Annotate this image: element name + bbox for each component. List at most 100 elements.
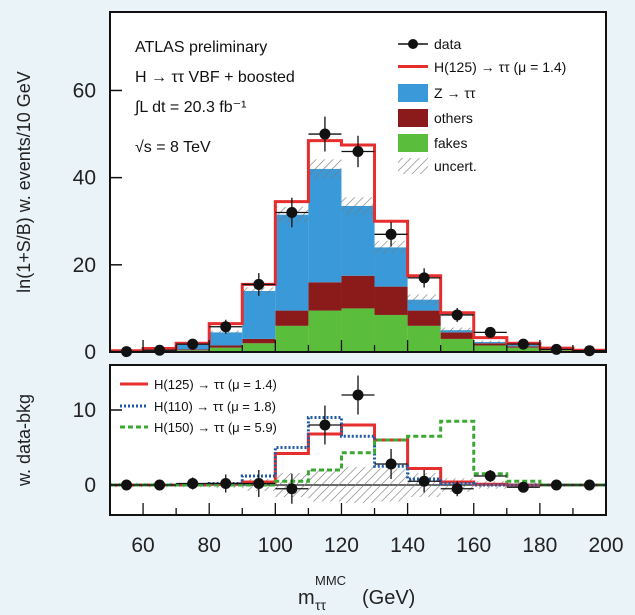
data-point bbox=[187, 338, 199, 350]
uncertainty-band-bin bbox=[440, 327, 474, 333]
uncertainty-band-bin bbox=[374, 240, 408, 254]
svg-text:MMC: MMC bbox=[315, 573, 346, 588]
legend-ztt-swatch bbox=[398, 84, 428, 102]
legend-h125-label: H(125) → ττ (μ = 1.4) bbox=[154, 377, 277, 392]
residual-point bbox=[319, 419, 331, 431]
residual-point bbox=[121, 479, 133, 491]
stack-bar-ztt bbox=[209, 332, 243, 346]
svg-text:(GeV): (GeV) bbox=[362, 587, 415, 609]
legend-data-label: data bbox=[434, 36, 461, 52]
residual-point bbox=[385, 458, 397, 470]
data-point bbox=[286, 207, 298, 219]
stack-bar-others bbox=[209, 345, 243, 348]
residual-point bbox=[451, 483, 463, 495]
legend-signal-label: H(125) → ττ (μ = 1.4) bbox=[434, 59, 566, 75]
h150-step-line bbox=[110, 419, 606, 487]
data-point bbox=[352, 145, 364, 157]
x-tick-label: 80 bbox=[198, 534, 221, 557]
residual-point bbox=[253, 478, 265, 489]
stack-bar-fakes bbox=[374, 314, 408, 352]
data-point bbox=[484, 326, 496, 338]
data-point bbox=[220, 321, 232, 333]
uncertainty-band-bin bbox=[341, 197, 375, 215]
data-point bbox=[154, 344, 166, 356]
legend-others-label: others bbox=[434, 110, 473, 126]
legend-uncert-label: uncert. bbox=[434, 158, 477, 174]
stack-bar-ztt bbox=[341, 205, 375, 276]
top-plot-frame bbox=[109, 11, 607, 353]
residual-point bbox=[352, 389, 364, 401]
data-point bbox=[253, 278, 265, 290]
legend-h110-label: H(110) → ττ (μ = 1.8) bbox=[154, 399, 276, 414]
data-point bbox=[550, 343, 562, 355]
residual-point bbox=[187, 478, 199, 489]
stack-bar-fakes bbox=[341, 308, 375, 352]
bottom-plot-marks bbox=[110, 375, 606, 504]
stack-bar-fakes bbox=[506, 347, 540, 352]
x-tick-label: 160 bbox=[456, 534, 491, 557]
stack-bar-ztt bbox=[308, 168, 342, 283]
data-point bbox=[418, 272, 430, 284]
stack-bar-fakes bbox=[242, 343, 276, 352]
lumi-label: ∫L dt = 20.3 fb⁻¹ bbox=[134, 99, 246, 116]
stack-bar-others bbox=[440, 332, 474, 339]
svg-text:m: m bbox=[298, 587, 315, 609]
top-legend: data H(125) → ττ (μ = 1.4) Z → ττ others… bbox=[398, 36, 566, 174]
residual-point bbox=[583, 479, 595, 491]
x-axis-label: m ττ MMC (GeV) bbox=[298, 573, 415, 613]
legend-ztt-label: Z → ττ bbox=[434, 85, 476, 101]
stack-bar-fakes bbox=[407, 325, 441, 352]
uncertainty-band-bin bbox=[473, 340, 507, 344]
top-y-tick-label: 60 bbox=[73, 79, 96, 102]
residual-point bbox=[220, 478, 232, 489]
top-y-tick-label: 0 bbox=[84, 341, 96, 364]
stack-bar-ztt bbox=[275, 214, 309, 311]
data-point bbox=[319, 128, 331, 140]
legend-uncert-swatch bbox=[398, 158, 428, 174]
top-y-tick-label: 40 bbox=[73, 167, 96, 190]
data-point bbox=[451, 309, 463, 321]
x-tick-label: 120 bbox=[324, 534, 359, 557]
residual-point bbox=[517, 481, 529, 493]
x-tick-label: 180 bbox=[522, 534, 557, 557]
stack-bar-fakes bbox=[209, 347, 243, 352]
data-point bbox=[583, 345, 595, 357]
stack-bar-ztt bbox=[242, 290, 276, 339]
bottom-plot-frame bbox=[109, 364, 607, 516]
residual-uncertainty-bin bbox=[341, 467, 375, 503]
legend-h150-label: H(150) → ττ (μ = 5.9) bbox=[154, 420, 277, 435]
bottom-legend: H(125) → ττ (μ = 1.4) H(110) → ττ (μ = 1… bbox=[120, 377, 277, 435]
stack-bar-others bbox=[473, 343, 507, 346]
x-tick-label: 140 bbox=[390, 534, 425, 557]
stack-bar-others bbox=[275, 310, 309, 326]
stack-bar-fakes bbox=[473, 345, 507, 352]
channel-label: H → ττ VBF + boosted bbox=[135, 69, 295, 86]
legend-fakes-label: fakes bbox=[434, 135, 467, 151]
legend-data-marker bbox=[398, 39, 428, 49]
bottom-y-tick-label: 0 bbox=[84, 474, 96, 497]
stack-bar-fakes bbox=[440, 338, 474, 352]
stack-bar-others bbox=[176, 349, 210, 351]
residual-point bbox=[154, 479, 166, 491]
stack-bar-others bbox=[242, 338, 276, 344]
stack-bar-fakes bbox=[275, 325, 309, 352]
residual-point bbox=[550, 479, 562, 491]
uncertainty-band-bin bbox=[308, 159, 342, 179]
stack-bar-ztt bbox=[407, 299, 441, 311]
stack-bar-others bbox=[374, 286, 408, 315]
bottom-y-axis-label: w. data-bkg bbox=[14, 394, 34, 487]
data-point bbox=[517, 338, 529, 350]
uncertainty-band-bin bbox=[407, 294, 441, 305]
stack-bar-others bbox=[308, 282, 342, 311]
residual-uncertainty-bin bbox=[308, 468, 342, 502]
residual-point bbox=[484, 470, 496, 482]
x-tick-label: 100 bbox=[258, 534, 293, 557]
energy-label: √s = 8 TeV bbox=[135, 139, 211, 156]
top-y-axis-label: ln(1+S/B) w. events/10 GeV bbox=[14, 71, 34, 293]
legend-fakes-swatch bbox=[398, 134, 428, 152]
residual-point bbox=[286, 483, 298, 495]
legend-others-swatch bbox=[398, 109, 428, 127]
atlas-label: ATLAS preliminary bbox=[135, 39, 267, 56]
bottom-y-tick-label: 10 bbox=[73, 399, 96, 422]
